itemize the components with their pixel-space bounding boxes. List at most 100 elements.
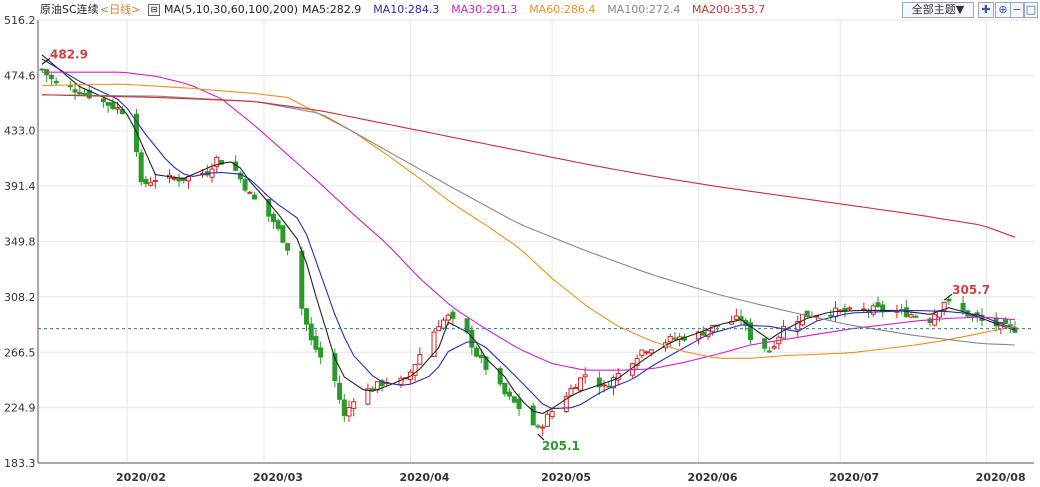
candle-body xyxy=(596,377,602,388)
candle-body xyxy=(308,323,314,341)
y-tick-label: 224.9 xyxy=(4,402,36,415)
candle xyxy=(39,68,45,72)
y-tick-label: 308.2 xyxy=(4,291,36,304)
candle xyxy=(847,306,853,311)
candle xyxy=(204,164,210,178)
candle xyxy=(185,175,191,189)
candle xyxy=(436,319,442,332)
candle-body xyxy=(861,308,867,311)
annotation-label: 305.7 xyxy=(952,283,990,297)
ma-line-ma60 xyxy=(41,83,1016,359)
candle-body xyxy=(53,80,59,84)
candle-body xyxy=(644,351,650,354)
candle-body xyxy=(672,337,678,340)
zoom-in-icon[interactable]: ⊕ xyxy=(995,2,1011,18)
candle-body xyxy=(483,356,489,370)
candle-body xyxy=(766,350,772,353)
period-label[interactable]: <日线> xyxy=(100,3,141,16)
candle-body xyxy=(82,92,88,95)
candle xyxy=(634,354,640,370)
candle-body xyxy=(1003,318,1009,324)
square-icon[interactable]: □ xyxy=(1024,2,1038,18)
y-tick-label: 391.4 xyxy=(4,180,36,193)
candle xyxy=(1012,321,1018,334)
candle xyxy=(880,300,886,318)
candle xyxy=(237,171,243,183)
candle-body xyxy=(105,102,111,106)
candle-body xyxy=(941,301,947,312)
candle-body xyxy=(304,308,310,325)
x-tick-label: 2020/07 xyxy=(829,471,879,484)
candle xyxy=(511,396,517,404)
y-tick-label: 266.5 xyxy=(4,346,36,359)
candle-body xyxy=(445,314,451,321)
candle-body xyxy=(842,307,848,313)
collapse-box-icon[interactable]: ⊟ xyxy=(148,4,160,16)
ma-value-5: MA200:353.7 xyxy=(692,3,766,16)
candle-body xyxy=(332,353,338,382)
candle xyxy=(611,375,617,396)
ma-value-4: MA100:272.4 xyxy=(607,3,681,16)
candle xyxy=(771,341,777,351)
candle-body xyxy=(417,354,423,365)
candle xyxy=(332,348,338,388)
candle xyxy=(67,80,73,91)
candle-body xyxy=(747,322,753,341)
candle xyxy=(474,345,480,358)
crosshair-icon[interactable]: ✚ xyxy=(978,2,994,18)
candle xyxy=(341,394,347,422)
candle xyxy=(138,149,144,186)
ma-value-0: MA5:282.9 xyxy=(302,3,362,16)
candle xyxy=(351,398,357,417)
candle xyxy=(469,325,475,355)
x-tick-label: 2020/03 xyxy=(253,471,303,484)
candle xyxy=(946,296,952,305)
candle-body xyxy=(762,338,768,349)
y-tick-label: 433.0 xyxy=(4,125,36,138)
candle xyxy=(483,355,489,376)
candle xyxy=(913,314,919,319)
candle xyxy=(563,392,569,414)
candle xyxy=(596,371,602,395)
candle xyxy=(908,311,914,319)
candle-body xyxy=(110,102,116,109)
candle-body xyxy=(696,331,702,340)
axes: 516.2 474.6 433.0 391.4 349.8 308.2 266.5 224.9… xyxy=(4,14,1034,484)
candle xyxy=(270,211,276,230)
candle-body xyxy=(497,368,503,385)
candle-body xyxy=(611,377,617,389)
candle-body xyxy=(351,401,357,409)
ma-line-ma5 xyxy=(41,54,1016,415)
candle xyxy=(1003,317,1009,324)
candle-body xyxy=(700,331,706,336)
candle xyxy=(875,296,881,309)
theme-dropdown[interactable]: 全部主题▼ xyxy=(902,2,974,18)
candle-body xyxy=(285,243,291,251)
candle-body xyxy=(946,298,952,302)
y-tick-label: 474.6 xyxy=(4,69,36,82)
candle-body xyxy=(1007,324,1013,327)
candle xyxy=(417,347,423,365)
candle xyxy=(738,309,744,326)
candle xyxy=(370,386,376,391)
candle-body xyxy=(379,380,385,387)
candle-body xyxy=(771,346,777,349)
candle xyxy=(152,173,158,189)
annotation-label: 205.1 xyxy=(542,439,580,453)
candle-body xyxy=(606,385,612,388)
candle-body xyxy=(507,391,513,397)
candle-body xyxy=(431,331,437,357)
candle xyxy=(795,315,801,337)
candle xyxy=(776,335,782,350)
candle xyxy=(544,409,550,427)
minus-icon[interactable]: − xyxy=(1010,2,1024,18)
ma-value-2: MA30:291.3 xyxy=(451,3,518,16)
candle xyxy=(440,317,446,330)
candle-body xyxy=(412,364,418,376)
grid xyxy=(38,19,1034,464)
candle xyxy=(535,423,541,429)
candle-body xyxy=(577,377,583,391)
candle-body xyxy=(270,213,276,223)
candle-body xyxy=(247,191,253,194)
